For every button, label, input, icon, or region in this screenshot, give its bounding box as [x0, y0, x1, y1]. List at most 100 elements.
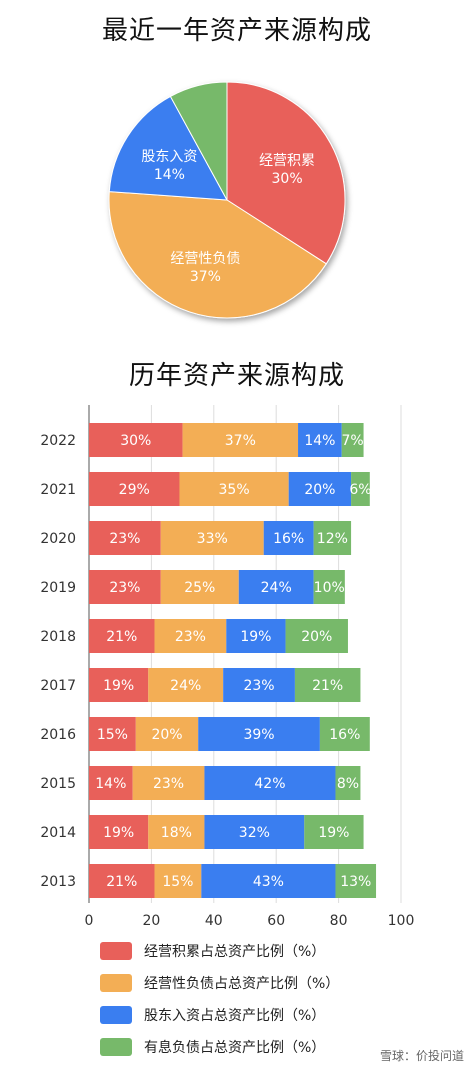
legend-swatch	[100, 1038, 132, 1056]
bar-segment-2017-0	[89, 668, 149, 702]
watermark: 雪球：价投问道	[379, 1049, 464, 1063]
bar-chart-legend: 经营积累占总资产比例（%） 经营性负债占总资产比例（%） 股东入资占总资产比例（…	[100, 935, 339, 1063]
bar-data-label: 19%	[240, 629, 271, 645]
bar-data-label: 37%	[225, 433, 256, 449]
y-tick-label: 2017	[40, 678, 76, 694]
stacked-bar-chart: 0 20 40 60 80 100 2022 30% 37% 14% 7% 2021 29% 35% 20%…	[40, 405, 414, 929]
y-tick-label: 2015	[40, 776, 76, 792]
bar-segment-2015-1	[132, 766, 205, 800]
y-tick-label: 2014	[40, 825, 76, 841]
pie-slice-value: 14%	[154, 167, 185, 183]
bar-data-label: 23%	[175, 629, 206, 645]
bar-segment-2022-0	[89, 423, 183, 457]
legend-label: 经营性负债占总资产比例（%）	[144, 976, 340, 992]
legend-swatch	[100, 974, 132, 992]
pie-slice-0	[226, 81, 346, 265]
pie-slice-value: 30%	[272, 171, 303, 187]
bar-data-label: 33%	[197, 531, 228, 547]
bar-segment-2020-0	[89, 521, 161, 555]
bar-data-label: 12%	[317, 531, 348, 547]
bar-segment-2017-3	[294, 668, 361, 702]
bar-segment-2015-0	[89, 766, 133, 800]
bar-data-label: 20%	[151, 727, 182, 743]
pie-chart: 经营积累 30% 经营性负债 37% 股东入资 14%	[108, 81, 346, 319]
bar-data-label: 19%	[103, 678, 134, 694]
bar-segment-2016-0	[89, 717, 136, 751]
bar-segment-2015-2	[204, 766, 336, 800]
bar-data-label: 15%	[162, 874, 193, 890]
x-tick-label: 60	[267, 913, 285, 929]
bar-data-label: 23%	[153, 776, 184, 792]
bar-data-label: 21%	[106, 874, 137, 890]
bar-segment-2016-3	[319, 717, 370, 751]
bar-data-label: 42%	[254, 776, 285, 792]
bar-data-label: 19%	[103, 825, 134, 841]
bar-data-label: 24%	[261, 580, 292, 596]
bar-segment-2018-1	[154, 619, 227, 653]
y-tick-label: 2016	[40, 727, 76, 743]
pie-slice-label: 股东入资	[141, 149, 197, 165]
bar-segment-2016-2	[198, 717, 320, 751]
bar-data-label: 39%	[243, 727, 274, 743]
bar-segment-2022-1	[182, 423, 299, 457]
legend-label: 经营积累占总资产比例（%）	[144, 944, 326, 960]
y-tick-label: 2019	[40, 580, 76, 596]
y-tick-label: 2022	[40, 433, 76, 449]
legend-swatch	[100, 942, 132, 960]
bar-data-label: 19%	[318, 825, 349, 841]
bar-data-label: 29%	[119, 482, 150, 498]
y-tick-label: 2018	[40, 629, 76, 645]
bar-data-label: 23%	[243, 678, 274, 694]
pie-slice-2	[108, 95, 228, 201]
pie-slice-3	[169, 81, 228, 201]
x-tick-label: 0	[85, 913, 94, 929]
bar-data-label: 18%	[161, 825, 192, 841]
bar-segment-2016-1	[135, 717, 199, 751]
x-tick-label: 80	[330, 913, 348, 929]
bar-data-label: 21%	[106, 629, 137, 645]
pie-slice-label: 经营性负债	[170, 251, 240, 267]
bar-data-label: 13%	[340, 874, 371, 890]
bar-segment-2014-1	[148, 815, 205, 849]
bar-data-label: 6%	[349, 482, 371, 498]
legend-item-shareholder-capital: 股东入资占总资产比例（%）	[100, 999, 339, 1031]
bar-data-label: 23%	[109, 580, 140, 596]
bar-segment-2022-2	[298, 423, 342, 457]
x-tick-label: 40	[205, 913, 223, 929]
legend-item-operating-accumulation: 经营积累占总资产比例（%）	[100, 935, 339, 967]
bar-data-label: 16%	[329, 727, 360, 743]
bar-data-label: 20%	[301, 629, 332, 645]
bar-data-label: 35%	[219, 482, 250, 498]
bar-segment-2017-2	[223, 668, 295, 702]
x-tick-label: 20	[142, 913, 160, 929]
y-tick-label: 2021	[40, 482, 76, 498]
bar-segment-2013-3	[335, 864, 377, 898]
bar-data-label: 43%	[253, 874, 284, 890]
bar-segment-2021-3	[351, 472, 370, 506]
bar-segment-2019-1	[160, 570, 239, 604]
pie-slice-label: 经营积累	[259, 153, 315, 169]
legend-label: 股东入资占总资产比例（%）	[144, 1008, 326, 1024]
legend-label: 有息负债占总资产比例（%）	[144, 1040, 326, 1056]
bar-segment-2019-2	[238, 570, 314, 604]
bar-segment-2020-2	[263, 521, 314, 555]
bar-segment-2022-3	[341, 423, 364, 457]
bar-data-label: 24%	[170, 678, 201, 694]
pie-slice-1	[108, 191, 327, 319]
bar-data-label: 21%	[312, 678, 343, 694]
bar-segment-2019-0	[89, 570, 161, 604]
bar-data-label: 7%	[342, 433, 364, 449]
bar-segment-2018-2	[226, 619, 286, 653]
bar-segment-2017-1	[148, 668, 224, 702]
bar-data-label: 14%	[304, 433, 335, 449]
bar-data-label: 8%	[337, 776, 359, 792]
legend-swatch	[100, 1006, 132, 1024]
bar-data-label: 20%	[304, 482, 335, 498]
bar-segment-2019-3	[313, 570, 345, 604]
bar-segment-2013-2	[201, 864, 336, 898]
bar-data-label: 10%	[314, 580, 345, 596]
bar-segment-2020-1	[160, 521, 264, 555]
bar-data-label: 25%	[184, 580, 215, 596]
bar-segment-2021-0	[89, 472, 180, 506]
y-tick-label: 2020	[40, 531, 76, 547]
